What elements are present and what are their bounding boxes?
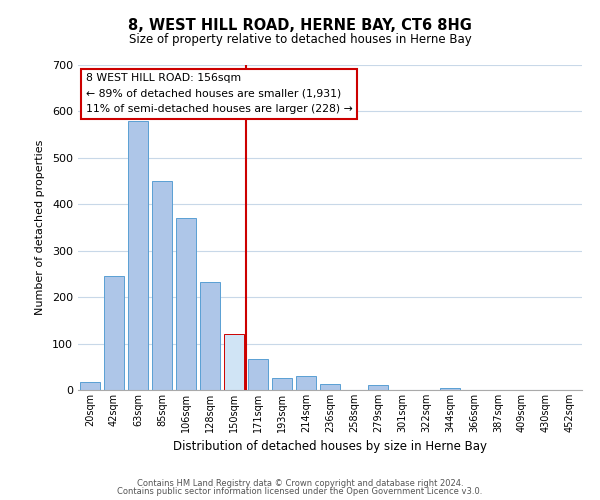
Text: Contains public sector information licensed under the Open Government Licence v3: Contains public sector information licen… [118,487,482,496]
Text: 8 WEST HILL ROAD: 156sqm
← 89% of detached houses are smaller (1,931)
11% of sem: 8 WEST HILL ROAD: 156sqm ← 89% of detach… [86,73,352,114]
Bar [272,378,292,390]
Bar [176,218,196,390]
Text: 8, WEST HILL ROAD, HERNE BAY, CT6 8HG: 8, WEST HILL ROAD, HERNE BAY, CT6 8HG [128,18,472,32]
Bar [440,388,460,390]
Bar [368,386,388,390]
Bar [200,282,220,390]
Bar [152,181,172,390]
Bar [248,359,268,390]
Text: Contains HM Land Registry data © Crown copyright and database right 2024.: Contains HM Land Registry data © Crown c… [137,478,463,488]
Bar [80,382,100,390]
X-axis label: Distribution of detached houses by size in Herne Bay: Distribution of detached houses by size … [173,440,487,454]
Bar [320,384,340,390]
Bar [296,376,316,390]
Bar [104,276,124,390]
Bar [128,120,148,390]
Y-axis label: Number of detached properties: Number of detached properties [35,140,45,315]
Text: Size of property relative to detached houses in Herne Bay: Size of property relative to detached ho… [128,32,472,46]
Bar [224,334,244,390]
